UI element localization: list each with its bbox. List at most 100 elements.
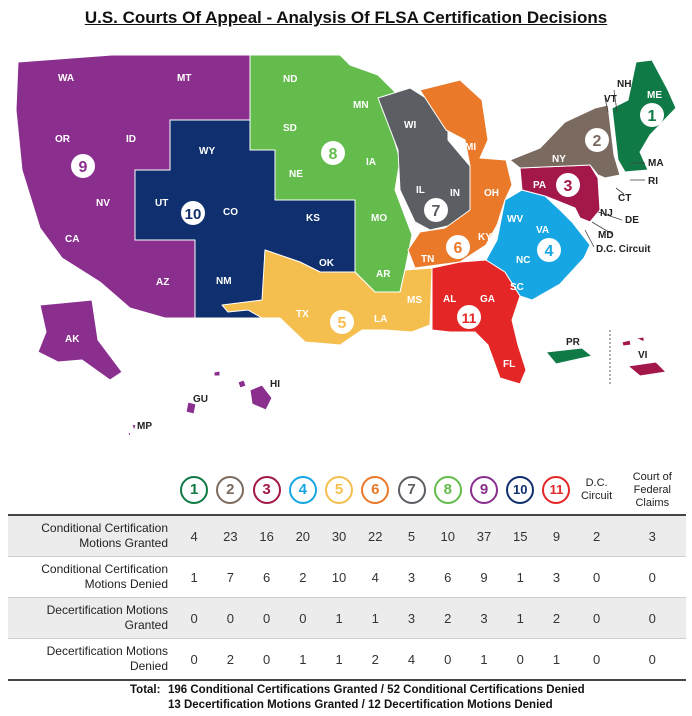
table-cell: 2 (371, 651, 379, 667)
table-cell: 3 (648, 528, 656, 544)
state-label-fl: FL (503, 359, 515, 370)
table-cell: 23 (223, 528, 238, 544)
state-label-ri: RI (648, 176, 658, 187)
state-label-mn: MN (353, 100, 369, 111)
table-cell: 3 (552, 569, 561, 585)
state-label-mi: MI (465, 142, 476, 153)
state-label-mp: MP (137, 421, 152, 432)
table-cell: 2 (552, 610, 561, 626)
region-mariana (127, 423, 137, 438)
col-header-5: 5 (321, 466, 357, 515)
col-header-4: 4 (285, 466, 321, 515)
table-row: Conditional Certification Motions Grante… (8, 515, 686, 557)
state-label-pr: PR (566, 337, 581, 348)
state-label-az: AZ (156, 277, 169, 288)
state-label-ms: MS (407, 295, 422, 306)
circuit-badges: 9 10 8 5 7 6 11 4 3 2 1 (71, 103, 664, 334)
table-cell: 9 (480, 569, 488, 585)
table-cell: 4 (407, 651, 416, 667)
state-label-nv: NV (96, 198, 110, 209)
table-cell: 0 (592, 651, 601, 667)
row-label: Decertification Motions Denied (46, 644, 168, 673)
state-label-ky: KY (478, 232, 492, 243)
table-cell: 16 (259, 528, 274, 544)
table-cell: 15 (512, 528, 528, 544)
table-cell: 1 (516, 610, 524, 626)
table-cell: 0 (262, 651, 271, 667)
state-label-me: ME (647, 90, 662, 101)
table-cell: 6 (444, 569, 452, 585)
region-6th-circuit (407, 79, 513, 269)
table-cell: 6 (262, 569, 271, 585)
state-label-vt: VT (604, 94, 617, 105)
circuit-badge-11: 11 (457, 305, 481, 329)
state-label-wv: WV (507, 214, 523, 225)
state-label-nm: NM (216, 276, 232, 287)
col-header-8: 8 (430, 466, 466, 515)
circuit-badge-9: 9 (71, 154, 95, 178)
region-alaska (37, 299, 123, 381)
table-cell: 2 (592, 528, 601, 544)
table-row: Conditional Certification Motions Denied… (8, 557, 686, 598)
table-cell: 1 (335, 610, 343, 626)
col-header-10: 10 (502, 466, 538, 515)
svg-text:5: 5 (338, 315, 347, 332)
svg-text:8: 8 (329, 146, 338, 163)
table-cell: 0 (592, 569, 601, 585)
state-label-ia: IA (366, 157, 376, 168)
col-header-3: 3 (248, 466, 284, 515)
state-label-mt: MT (177, 73, 191, 84)
page-title: U.S. Courts Of Appeal - Analysis Of FLSA… (84, 8, 608, 27)
state-label-va: VA (536, 225, 549, 236)
table-cell: 1 (480, 651, 488, 667)
svg-text:10: 10 (185, 206, 202, 223)
table-cell: 2 (444, 610, 452, 626)
state-label-ar: AR (376, 269, 391, 280)
state-label-nc: NC (516, 255, 530, 266)
state-label-wi: WI (404, 120, 416, 131)
state-label-co: CO (223, 207, 238, 218)
table-row: Decertification Motions Granted 0 0 0 0 1 1 3 2 3… (8, 597, 686, 639)
svg-text:1: 1 (648, 108, 657, 125)
state-label-gu: GU (193, 394, 208, 405)
table-cell: 1 (299, 651, 307, 667)
state-label-ks: KS (306, 213, 320, 224)
table-cell: 3 (407, 569, 416, 585)
table-cell: 22 (368, 528, 383, 544)
state-label-ca: CA (65, 234, 79, 245)
state-label-oh: OH (484, 188, 499, 199)
table-cell: 1 (552, 651, 561, 667)
circuit-badge-10: 10 (181, 201, 205, 225)
circuit-header-row: 1 2 3 4 5 6 7 8 9 10 11 D.C. Circuit Cou… (8, 466, 686, 515)
table-cell: 0 (516, 651, 524, 667)
table-cell: 4 (371, 569, 379, 585)
circuit-map: WA OR CA NV ID MT AZ AK WY UT CO KS OK N… (15, 54, 677, 438)
svg-text:7: 7 (432, 203, 441, 220)
table-cell: 10 (331, 569, 347, 585)
state-label-al: AL (443, 294, 456, 305)
table-cell: 0 (648, 569, 656, 585)
state-label-tn: TN (421, 254, 434, 265)
circuit-badge-6: 6 (446, 235, 470, 259)
col-header-9: 9 (466, 466, 502, 515)
state-label-de: DE (625, 215, 639, 226)
table-cell: 2 (226, 651, 234, 667)
table-cell: 0 (648, 610, 656, 626)
region-2nd-circuit (509, 104, 621, 179)
col-header-11: 11 (538, 466, 574, 515)
state-label-wa: WA (58, 73, 74, 84)
region-hawaii (249, 384, 273, 411)
state-label-nd: ND (283, 74, 297, 85)
state-label-ut: UT (155, 198, 168, 209)
state-label-md: MD (598, 230, 614, 241)
state-label-ak: AK (65, 334, 80, 345)
state-label-ga: GA (480, 294, 495, 305)
state-label-la: LA (374, 314, 387, 325)
table-cell: 0 (444, 651, 452, 667)
circuit-badge-8: 8 (321, 141, 345, 165)
circuit-badge-2: 2 (585, 128, 609, 152)
table-cell: 0 (190, 651, 198, 667)
table-cell: 3 (480, 610, 488, 626)
svg-text:3: 3 (564, 178, 573, 195)
state-label-ct: CT (618, 193, 631, 204)
